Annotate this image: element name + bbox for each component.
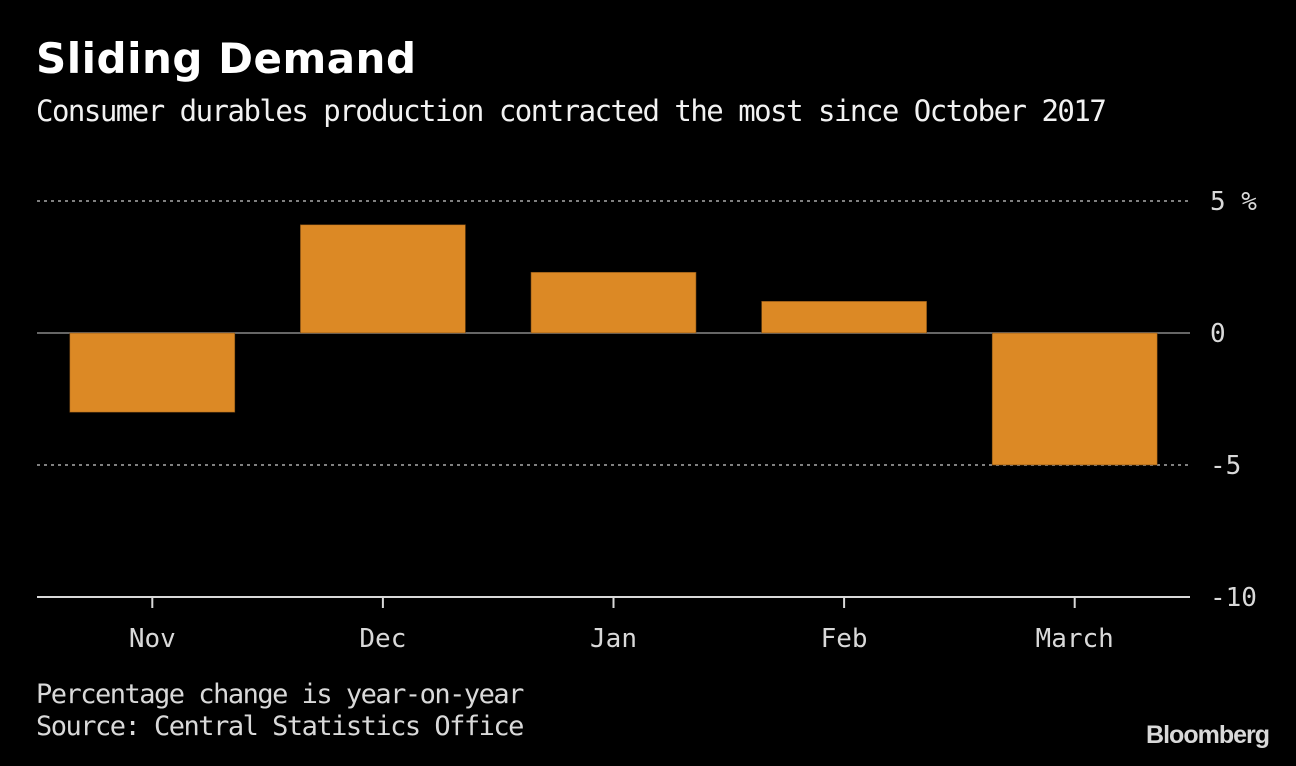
bloomberg-logo: Bloomberg: [1146, 721, 1270, 749]
footnote-source: Source: Central Statistics Office: [36, 711, 524, 742]
y-tick-label: 5 %: [1210, 187, 1257, 217]
y-tick-label: 0: [1210, 319, 1226, 349]
bar-jan: [530, 271, 697, 334]
bar-dec: [300, 224, 466, 334]
chart-title: Sliding Demand: [36, 34, 417, 83]
chart-subtitle: Consumer durables production contracted …: [36, 94, 1107, 128]
bar-march: [991, 332, 1158, 466]
y-tick-label: -10: [1210, 583, 1257, 613]
x-tick-label: Nov: [129, 624, 176, 654]
bar-feb: [761, 301, 927, 334]
tick-labels: 5 % 0 -5 -10 Nov Dec Jan Feb March: [129, 187, 1257, 654]
x-tick-label: Feb: [821, 624, 868, 654]
bar-nov: [69, 332, 236, 413]
x-tick-label: Jan: [590, 624, 637, 654]
x-tick-label: March: [1036, 624, 1114, 654]
x-axis: [37, 596, 1190, 608]
footnote-note: Percentage change is year-on-year: [36, 679, 524, 710]
x-tick-label: Dec: [359, 624, 406, 654]
bars: [69, 224, 1158, 466]
y-tick-label: -5: [1210, 451, 1241, 481]
